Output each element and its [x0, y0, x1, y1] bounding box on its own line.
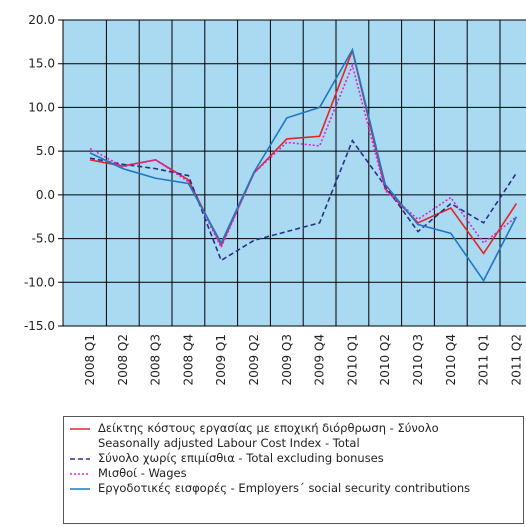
legend-label: Εργοδοτικές εισφορές - Employers΄ social…	[98, 481, 471, 495]
legend-label: Σύνολο χωρίς επιμίσθια - Total excluding…	[98, 451, 384, 465]
series-line	[89, 47, 518, 283]
y-tick-label: -5.0	[32, 232, 55, 246]
y-tick-label: 15.0	[28, 57, 55, 71]
y-tick-label: 10.0	[28, 100, 55, 114]
y-tick-label: 0.0	[36, 188, 55, 202]
legend-swatch	[70, 488, 90, 490]
x-tick-label: 2008 Q4	[181, 334, 195, 385]
series-line	[89, 62, 517, 250]
y-tick-label: 5.0	[36, 144, 55, 158]
series-line	[89, 139, 518, 262]
x-tick-label: 2011 Q1	[477, 334, 491, 385]
x-tick-label: 2010 Q1	[345, 334, 359, 385]
chart: -15.0 -10.0 -5.0 0.0 5.0 10.0 15.0 20.0 2008 Q1 2…	[24, 13, 526, 385]
x-tick-label: 2010 Q3	[411, 334, 425, 385]
legend-entry: Δείκτης κόστους εργασίας με εποχική διόρ…	[68, 421, 523, 451]
x-tick-label: 2008 Q3	[149, 334, 163, 385]
y-tick-label: -15.0	[24, 319, 55, 333]
x-tick-label: 2009 Q4	[313, 334, 327, 385]
x-tick-label: 2009 Q1	[214, 334, 228, 385]
legend-swatch	[70, 428, 90, 430]
x-tick-label: 2010 Q4	[444, 334, 458, 385]
x-tick-label: 2008 Q2	[116, 334, 130, 385]
legend-entry: Εργοδοτικές εισφορές - Employers΄ social…	[68, 481, 523, 496]
plot-area	[63, 20, 526, 326]
legend-label: Δείκτης κόστους εργασίας με εποχική διόρ…	[98, 421, 439, 450]
x-tick-label: 2010 Q2	[378, 334, 392, 385]
legend-entry: Μισθοί - Wages	[68, 466, 523, 481]
x-tick-label: 2009 Q2	[247, 334, 261, 385]
legend-swatch	[70, 473, 90, 475]
legend-label: Μισθοί - Wages	[98, 466, 187, 480]
x-tick-label: 2008 Q1	[83, 334, 97, 385]
y-tick-label: 20.0	[28, 13, 55, 27]
legend-swatch	[70, 458, 90, 460]
legend-entry: Σύνολο χωρίς επιμίσθια - Total excluding…	[68, 451, 523, 466]
y-tick-label: -10.0	[24, 275, 55, 289]
x-tick-label: 2011 Q2	[509, 334, 523, 385]
x-tick-label: 2009 Q3	[280, 334, 294, 385]
legend: Δείκτης κόστους εργασίας με εποχική διόρ…	[63, 416, 524, 524]
